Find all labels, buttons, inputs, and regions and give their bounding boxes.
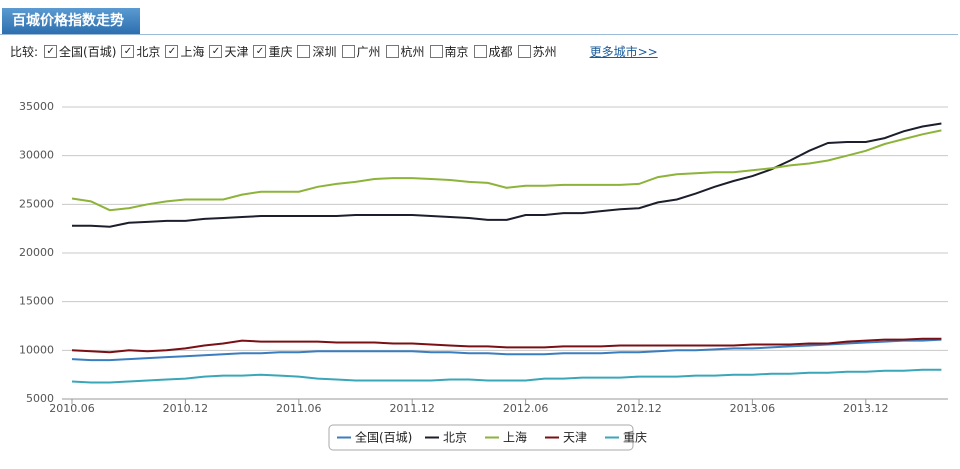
divider [0, 34, 958, 35]
city-name: 广州 [356, 45, 381, 59]
y-tick-label: 25000 [19, 197, 54, 210]
checkbox[interactable]: ✓ [209, 45, 223, 58]
x-tick-label: 2013.06 [730, 402, 776, 415]
city-name: 上海 [180, 45, 205, 59]
city-option[interactable]: ✓ 上海 [165, 43, 204, 60]
checkbox[interactable] [429, 45, 443, 58]
y-tick-label: 10000 [19, 343, 54, 356]
legend-label: 天津 [563, 431, 587, 445]
compare-bar: 比较: ✓ 全国(百城) ✓ 北京 ✓ 上海 ✓ 天津 ✓ 重庆 深圳 广州 杭州 南京 成都 苏州 更多城市>… [10, 43, 658, 60]
x-tick-label: 2012.06 [503, 402, 549, 415]
x-tick-label: 2010.06 [49, 402, 95, 415]
checkbox[interactable]: ✓ [253, 45, 267, 58]
city-name: 南京 [444, 45, 469, 59]
legend-box [328, 424, 634, 451]
tab-title[interactable]: 百城价格指数走势 [2, 8, 140, 34]
y-tick-label: 20000 [19, 246, 54, 259]
checkbox[interactable] [385, 45, 399, 58]
city-name: 全国(百城) [59, 45, 117, 59]
city-name: 重庆 [268, 45, 293, 59]
city-name: 苏州 [532, 45, 557, 59]
legend-label: 重庆 [623, 431, 647, 445]
city-name: 天津 [224, 45, 249, 59]
city-option[interactable]: 深圳 [297, 43, 337, 60]
city-option[interactable]: ✓ 全国(百城) [44, 43, 116, 60]
checkbox[interactable]: ✓ [165, 45, 179, 58]
checkbox[interactable] [341, 45, 355, 58]
city-option[interactable]: 广州 [341, 43, 381, 60]
compare-label: 比较: [10, 45, 39, 59]
city-option[interactable]: 成都 [473, 43, 513, 60]
checkbox[interactable] [297, 45, 311, 58]
series-line [71, 368, 942, 384]
y-tick-label: 5000 [26, 392, 54, 405]
series-line [71, 129, 942, 212]
legend-label: 上海 [503, 430, 527, 445]
checkbox[interactable] [517, 45, 531, 58]
more-cities-link[interactable]: 更多城市>> [589, 45, 658, 59]
city-option[interactable]: ✓ 天津 [209, 43, 248, 60]
y-tick-label: 15000 [19, 295, 54, 308]
city-option[interactable]: 南京 [429, 43, 469, 60]
city-option[interactable]: ✓ 重庆 [253, 43, 292, 60]
y-tick-label: 30000 [19, 149, 54, 162]
checkbox[interactable]: ✓ [121, 45, 135, 58]
city-name: 成都 [488, 45, 513, 59]
series-line [71, 337, 942, 354]
series-line [72, 122, 942, 228]
x-tick-label: 2010.12 [163, 402, 209, 415]
x-tick-label: 2012.12 [616, 402, 662, 415]
city-name: 北京 [136, 45, 161, 59]
city-option[interactable]: 杭州 [385, 43, 425, 60]
y-tick-label: 35000 [19, 100, 54, 113]
city-name: 杭州 [400, 45, 425, 59]
legend-label: 全国(百城) [355, 430, 412, 445]
x-tick-label: 2013.12 [843, 402, 889, 415]
checkbox[interactable] [473, 45, 487, 58]
city-option[interactable]: 苏州 [517, 43, 557, 60]
x-tick-label: 2011.12 [389, 402, 435, 415]
checkbox[interactable]: ✓ [44, 45, 58, 58]
series-line [71, 338, 942, 362]
x-tick-label: 2011.06 [276, 402, 322, 415]
city-name: 深圳 [312, 45, 337, 59]
legend-label: 北京 [443, 431, 467, 445]
city-option[interactable]: ✓ 北京 [121, 43, 160, 60]
